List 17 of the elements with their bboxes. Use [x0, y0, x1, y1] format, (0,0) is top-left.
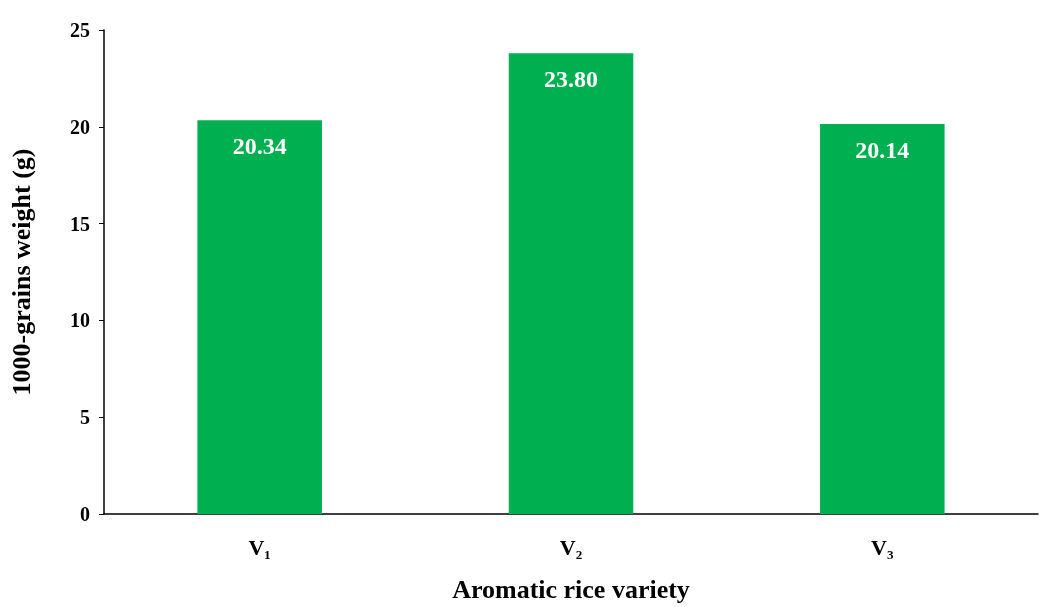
data-label: 20.34	[232, 133, 287, 160]
x-axis-title: Aromatic rice variety	[452, 574, 690, 604]
x-tick-label: V₃	[871, 534, 894, 560]
y-tick-label: 0	[80, 503, 90, 525]
bar	[197, 120, 322, 514]
y-axis-title: 1000-grains weight (g)	[6, 148, 36, 396]
y-tick-label: 10	[70, 309, 90, 332]
data-label: 20.14	[855, 137, 910, 164]
y-tick-label: 5	[80, 406, 90, 429]
x-tick-label: V₁	[248, 534, 271, 560]
y-tick-label: 15	[70, 212, 90, 235]
y-tick-label: 20	[70, 115, 90, 138]
bar	[508, 53, 634, 514]
data-label: 23.80	[544, 66, 598, 93]
y-tick-label: 25	[70, 19, 90, 41]
bar	[820, 124, 945, 514]
x-tick-label: V₂	[559, 534, 583, 560]
